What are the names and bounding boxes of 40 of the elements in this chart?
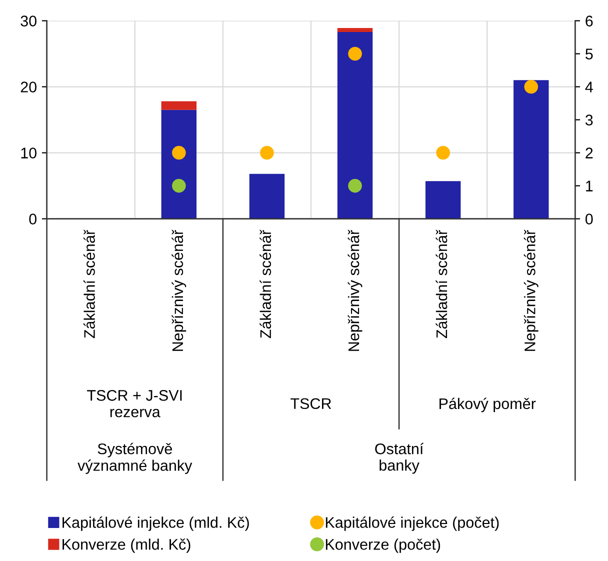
legend-label: Kapitálové injekce (mld. Kč): [62, 516, 249, 531]
y-tick-label: 20: [20, 82, 36, 92]
point: [260, 146, 274, 160]
x-tick-label: Nepříznivý scénář: [172, 230, 186, 351]
legend-label: Konverze (mld. Kč): [62, 538, 190, 553]
y-tick-label: 10: [21, 148, 36, 158]
text: Pákový poměr: [440, 398, 536, 412]
x-tick-label: Základní scénář: [436, 230, 448, 338]
bar: [425, 181, 461, 219]
point: [348, 178, 362, 193]
bar: [161, 110, 197, 219]
bar: [337, 28, 373, 32]
y-tick-label: 0: [29, 214, 36, 224]
legend-label: Kapitálové injekce (počet): [326, 516, 499, 531]
y2-tick-label: 2: [586, 148, 593, 158]
y2-tick-label: 0: [585, 214, 593, 224]
bar: [514, 80, 549, 219]
y2-tick-label: 3: [585, 114, 593, 126]
text: TSCR + J-SVI rezerva: [87, 390, 182, 418]
point: [436, 146, 450, 160]
x-tick-label: Nepříznivý scénář: [524, 230, 538, 351]
bar: [161, 101, 197, 110]
point: [348, 46, 362, 61]
point: [172, 178, 186, 193]
text: Ostatní banky: [375, 442, 424, 474]
bar: [249, 174, 285, 219]
text: Systémově významné banky: [78, 442, 192, 474]
y-tick-label: 30: [20, 16, 36, 26]
text: TSCR: [290, 398, 332, 410]
point: [172, 146, 186, 160]
x-tick-label: Základní scénář: [84, 230, 95, 338]
y2-tick-label: 6: [586, 16, 593, 26]
y2-tick-label: 4: [585, 82, 593, 92]
y2-tick-label: 1: [586, 180, 593, 192]
x-tick-label: Základní scénář: [260, 230, 272, 338]
x-tick-label: Nepříznivý scénář: [348, 230, 362, 351]
y2-tick-label: 5: [586, 48, 593, 60]
point: [524, 80, 538, 94]
legend-label: Konverze (počet): [326, 538, 440, 553]
bar: [337, 32, 373, 219]
